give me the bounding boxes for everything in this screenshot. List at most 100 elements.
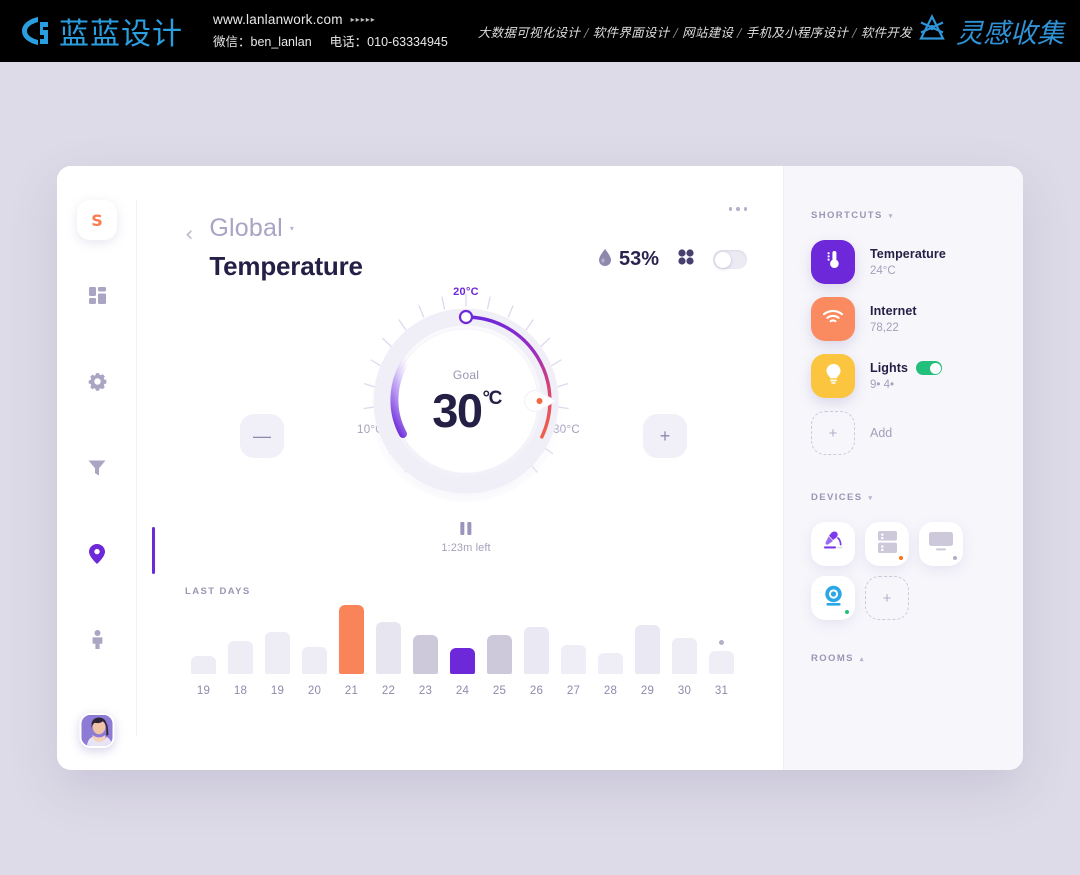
- bar-column[interactable]: 27: [561, 599, 586, 697]
- rooms-label: ROOMS: [811, 653, 854, 664]
- bar-column[interactable]: 21: [339, 599, 364, 697]
- bar-column[interactable]: 22: [376, 599, 401, 697]
- bar[interactable]: [524, 627, 549, 674]
- sidebar-item-settings[interactable]: [73, 355, 121, 408]
- bar[interactable]: [376, 622, 401, 674]
- fan-toggle[interactable]: [713, 250, 747, 269]
- temperature-dial[interactable]: 20°C: [351, 286, 581, 516]
- shortcut-tile-lights[interactable]: [811, 354, 855, 398]
- humidity-readout: 53%: [598, 248, 659, 271]
- increase-temperature-button[interactable]: +: [643, 414, 687, 458]
- watermark-wechat: 微信：ben_lanlan: [213, 35, 312, 50]
- lightbulb-icon: [825, 363, 842, 389]
- dial-top-marker: [458, 309, 474, 325]
- device-tile-desk-lamp[interactable]: [811, 522, 855, 566]
- bar-stack: [487, 599, 512, 674]
- bar[interactable]: [191, 656, 216, 674]
- add-shortcut-label: Add: [870, 426, 893, 440]
- shortcuts-header[interactable]: SHORTCUTS ▾: [811, 210, 1023, 221]
- decrease-temperature-button[interactable]: —: [240, 414, 284, 458]
- devices-header[interactable]: DEVICES ▾: [811, 492, 1023, 503]
- rooms-header[interactable]: ROOMS ▴: [811, 653, 1023, 664]
- bar-stack: [635, 599, 660, 674]
- title-block: Global ▾ Temperature: [209, 214, 599, 282]
- devices-label: DEVICES: [811, 492, 863, 503]
- bar[interactable]: [561, 645, 586, 674]
- shortcut-tile-temperature[interactable]: [811, 240, 855, 284]
- app-logo[interactable]: S: [77, 200, 117, 240]
- shortcut-sub: 78,22: [870, 322, 899, 334]
- bar-label: 29: [640, 685, 655, 697]
- bar-column[interactable]: 18: [228, 599, 253, 697]
- list-item[interactable]: Internet 78,22: [811, 297, 1023, 341]
- bar-column[interactable]: 26: [524, 599, 549, 697]
- shortcuts-list: Temperature 24°C: [811, 240, 1023, 455]
- rooms-section: ROOMS ▴: [811, 653, 1023, 664]
- bar[interactable]: [413, 635, 438, 674]
- bar-label: 30: [677, 685, 692, 697]
- add-shortcut-row[interactable]: + Add: [811, 411, 1023, 455]
- bar-column[interactable]: 20: [302, 599, 327, 697]
- shortcut-tile-internet[interactable]: [811, 297, 855, 341]
- bar-column[interactable]: 28: [598, 599, 623, 697]
- lights-toggle[interactable]: [916, 361, 943, 375]
- shortcut-name: Temperature: [870, 247, 946, 261]
- watermark-contact: www.lanlanwork.com ▸▸▸▸▸ 微信：ben_lanlan 电…: [213, 10, 448, 52]
- shortcut-info: Lights 9• 4•: [870, 361, 943, 391]
- bar[interactable]: [450, 648, 475, 674]
- active-indicator: [152, 527, 155, 574]
- dial-inner-disc: [394, 329, 538, 473]
- dial-goal-label: Goal: [452, 368, 480, 382]
- add-device-button[interactable]: +: [865, 576, 909, 620]
- dial-unit: °C: [482, 388, 502, 409]
- bar-stack: [228, 599, 253, 674]
- sidebar-item-profile[interactable]: [73, 613, 121, 666]
- device-tile-server[interactable]: [865, 522, 909, 566]
- bar[interactable]: [339, 605, 364, 674]
- sidebar-item-filter[interactable]: [73, 441, 121, 494]
- dial-value: 30°C: [432, 384, 502, 437]
- bar-label: 28: [603, 685, 618, 697]
- bar[interactable]: [487, 635, 512, 674]
- bar-label: 20: [307, 685, 322, 697]
- device-tile-monitor[interactable]: [919, 522, 963, 566]
- bar-column[interactable]: 23: [413, 599, 438, 697]
- timer-block: 1:23m left: [441, 522, 491, 554]
- bar[interactable]: [635, 625, 660, 674]
- bar-stack: [302, 599, 327, 674]
- device-tile-webcam[interactable]: [811, 576, 855, 620]
- timer-text: 1:23m left: [441, 542, 491, 554]
- bar[interactable]: [228, 641, 253, 674]
- pause-icon[interactable]: [441, 522, 490, 535]
- wifi-icon: [822, 309, 844, 330]
- bar[interactable]: [265, 632, 290, 674]
- shortcut-name: Internet: [870, 304, 917, 318]
- list-item[interactable]: Lights 9• 4•: [811, 354, 1023, 398]
- list-item[interactable]: Temperature 24°C: [811, 240, 1023, 284]
- bar-column[interactable]: 29: [635, 599, 660, 697]
- bar[interactable]: [598, 653, 623, 674]
- bar[interactable]: [302, 647, 327, 674]
- desk-lamp-icon: [820, 530, 846, 559]
- bar-column[interactable]: 19: [265, 599, 290, 697]
- plus-icon[interactable]: +: [811, 411, 855, 455]
- sidebar-item-location[interactable]: [73, 527, 155, 580]
- bar-stack: [339, 599, 364, 674]
- more-horizontal-icon[interactable]: [728, 207, 747, 211]
- sidebar-item-dashboard[interactable]: [73, 269, 121, 322]
- chart-title: LAST DAYS: [185, 586, 251, 597]
- chevron-left-icon[interactable]: ‹: [185, 222, 194, 246]
- fan-icon[interactable]: [677, 248, 695, 271]
- bar-stack: [265, 599, 290, 674]
- bar-column[interactable]: 25: [487, 599, 512, 697]
- right-panel: SHORTCUTS ▾ Temperature: [783, 166, 1023, 770]
- breadcrumb[interactable]: Global ▾: [209, 214, 599, 243]
- bar[interactable]: [709, 651, 734, 674]
- avatar[interactable]: [79, 713, 115, 748]
- bar-column[interactable]: 19: [191, 599, 216, 697]
- dial-zone: — + 10°C 30°C 20°C: [185, 286, 747, 576]
- bar-column[interactable]: 30: [672, 599, 697, 697]
- bar-column[interactable]: 24: [450, 599, 475, 697]
- bar[interactable]: [672, 638, 697, 674]
- bar-column[interactable]: 31: [709, 599, 734, 697]
